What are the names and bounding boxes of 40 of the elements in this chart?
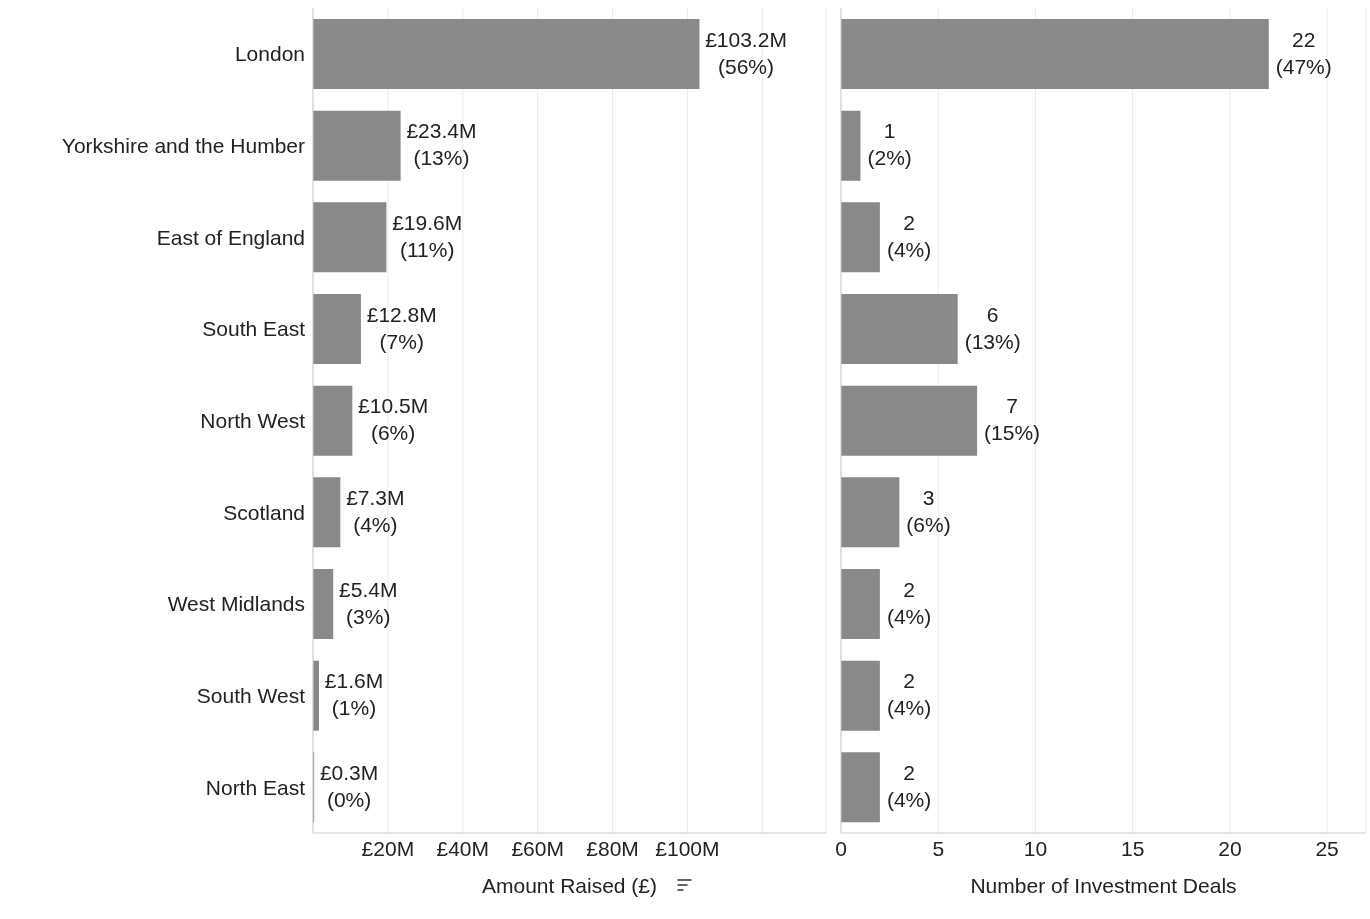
x-tick-label: 15 [1120, 836, 1145, 860]
y-tick-label: North East [205, 775, 306, 799]
data-label: £7.3M (4%) [346, 485, 405, 536]
y-tick-label: West Midlands [167, 592, 305, 616]
data-label: 2 (4%) [886, 577, 932, 628]
data-label: £5.4M (3%) [339, 577, 398, 628]
data-label: 2 (4%) [886, 760, 932, 811]
x-tick-label: 10 [1023, 836, 1048, 860]
x-axis-title: Amount Raised (£) [481, 874, 658, 897]
x-axis-title: Number of Investment Deals [970, 874, 1237, 897]
y-tick-label: South West [196, 683, 306, 707]
data-label: £23.4M (13%) [406, 118, 477, 169]
data-label: 1 (2%) [867, 118, 912, 169]
y-tick-label: Scotland [223, 500, 305, 524]
x-tick-label: 25 [1315, 836, 1339, 860]
data-label: £103.2M (56%) [705, 27, 787, 78]
data-label: 22 (47%) [1275, 27, 1332, 78]
x-tick-label: £100M [655, 836, 720, 860]
x-tick-label: £20M [361, 836, 415, 860]
x-tick-label: £40M [436, 836, 490, 860]
data-label: 7 (15%) [984, 393, 1041, 444]
y-tick-label: London [234, 42, 305, 66]
data-label: 6 (13%) [964, 302, 1021, 353]
x-tick-label: 0 [835, 836, 847, 860]
x-tick-label: 20 [1218, 836, 1242, 860]
x-tick-label: £80M [586, 836, 639, 860]
data-label: £19.6M (11%) [392, 210, 463, 261]
y-tick-label: East of England [156, 225, 305, 249]
x-tick-label: 5 [932, 836, 945, 860]
y-tick-label: South East [202, 317, 306, 341]
data-label: £10.5M (6%) [358, 393, 429, 444]
data-label: £1.6M (1%) [324, 668, 384, 719]
data-label: 2 (4%) [886, 668, 932, 719]
y-tick-label: Yorkshire and the Humber [61, 133, 305, 157]
x-tick-label: £60M [511, 836, 564, 860]
data-label: £12.8M (7%) [366, 302, 437, 353]
data-label: 2 (4%) [886, 210, 932, 261]
y-tick-label: North West [200, 408, 306, 432]
data-label: 3 (6%) [906, 485, 951, 536]
data-label: £0.3M (0%) [319, 760, 379, 811]
